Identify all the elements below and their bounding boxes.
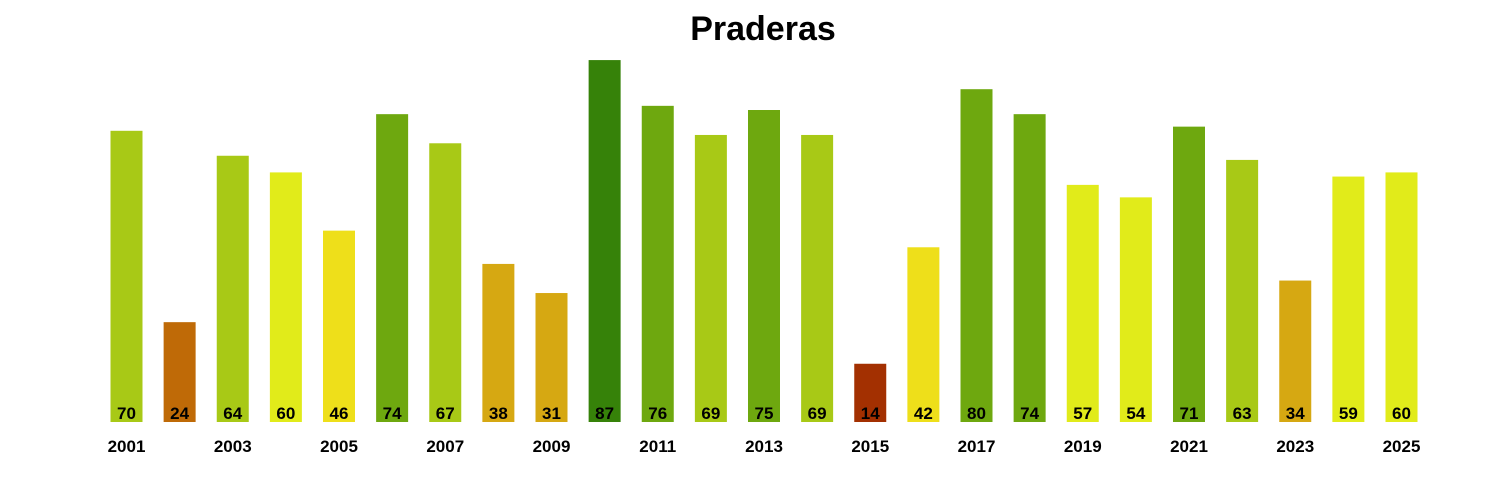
x-tick-label: 2013	[745, 437, 783, 456]
bar-value-label: 69	[808, 404, 827, 423]
x-tick-label: 2025	[1383, 437, 1421, 456]
bar-2023	[1279, 280, 1312, 422]
bar-2019	[1066, 184, 1099, 422]
bar-value-label: 63	[1233, 404, 1252, 423]
bar-value-label: 57	[1073, 404, 1092, 423]
bar-2016	[907, 247, 940, 422]
chart-title: Praderas	[690, 10, 836, 48]
bar-value-label: 60	[276, 404, 295, 423]
x-tick-label: 2019	[1064, 437, 1102, 456]
bar-value-label: 74	[383, 404, 402, 423]
x-tick-label: 2023	[1276, 437, 1314, 456]
x-tick-label: 2003	[214, 437, 252, 456]
bar-value-label: 74	[1020, 404, 1039, 423]
bar-2001	[110, 130, 143, 423]
x-tick-label: 2007	[426, 437, 464, 456]
bar-2005	[323, 230, 355, 422]
bar-2012	[694, 134, 727, 422]
bar-value-label: 67	[436, 404, 455, 423]
bar-value-label: 80	[967, 404, 986, 423]
bar-value-label: 38	[489, 404, 508, 423]
bar-value-label: 60	[1392, 404, 1411, 423]
x-tick-label: 2009	[533, 437, 571, 456]
x-tick-label: 2011	[639, 437, 676, 456]
bar-2002	[163, 322, 196, 422]
bar-2025	[1385, 172, 1418, 422]
bar-2006	[376, 114, 409, 422]
bar-2008	[482, 263, 515, 422]
bar-2017	[960, 89, 993, 422]
x-tick-label: 2005	[320, 437, 358, 456]
bar-value-label: 31	[542, 404, 561, 423]
bar-2011	[641, 105, 674, 422]
bar-2015	[854, 363, 887, 422]
bar-2013	[748, 110, 780, 422]
bar-2003	[216, 155, 249, 422]
x-tick-label: 2017	[958, 437, 996, 456]
bar-2007	[429, 143, 462, 422]
bar-value-label: 54	[1126, 404, 1145, 423]
bar-value-label: 87	[595, 404, 614, 423]
bar-2010	[588, 60, 621, 423]
bar-2014	[801, 134, 834, 422]
bar-2022	[1226, 159, 1259, 423]
bar-value-label: 24	[170, 404, 189, 423]
bar-value-label: 70	[117, 404, 136, 423]
bar-value-label: 34	[1286, 404, 1305, 423]
bar-value-label: 76	[648, 404, 667, 423]
bar-value-label: 42	[914, 404, 933, 423]
x-tick-label: 2021	[1170, 437, 1208, 456]
bar-2020	[1119, 197, 1152, 422]
x-tick-label: 2001	[108, 437, 146, 456]
bar-2004	[269, 172, 302, 422]
bar-2024	[1332, 176, 1365, 422]
bar-value-label: 64	[223, 404, 242, 423]
bar-2009	[535, 293, 568, 422]
bar-value-label: 59	[1339, 404, 1358, 423]
bar-value-label: 71	[1180, 404, 1199, 423]
bar-2021	[1173, 126, 1205, 422]
bar-2018	[1013, 114, 1046, 422]
x-tick-label: 2015	[851, 437, 889, 456]
bar-value-label: 69	[701, 404, 720, 423]
bar-value-label: 46	[330, 404, 349, 423]
bar-value-label: 75	[755, 404, 774, 423]
bar-value-label: 14	[861, 404, 880, 423]
